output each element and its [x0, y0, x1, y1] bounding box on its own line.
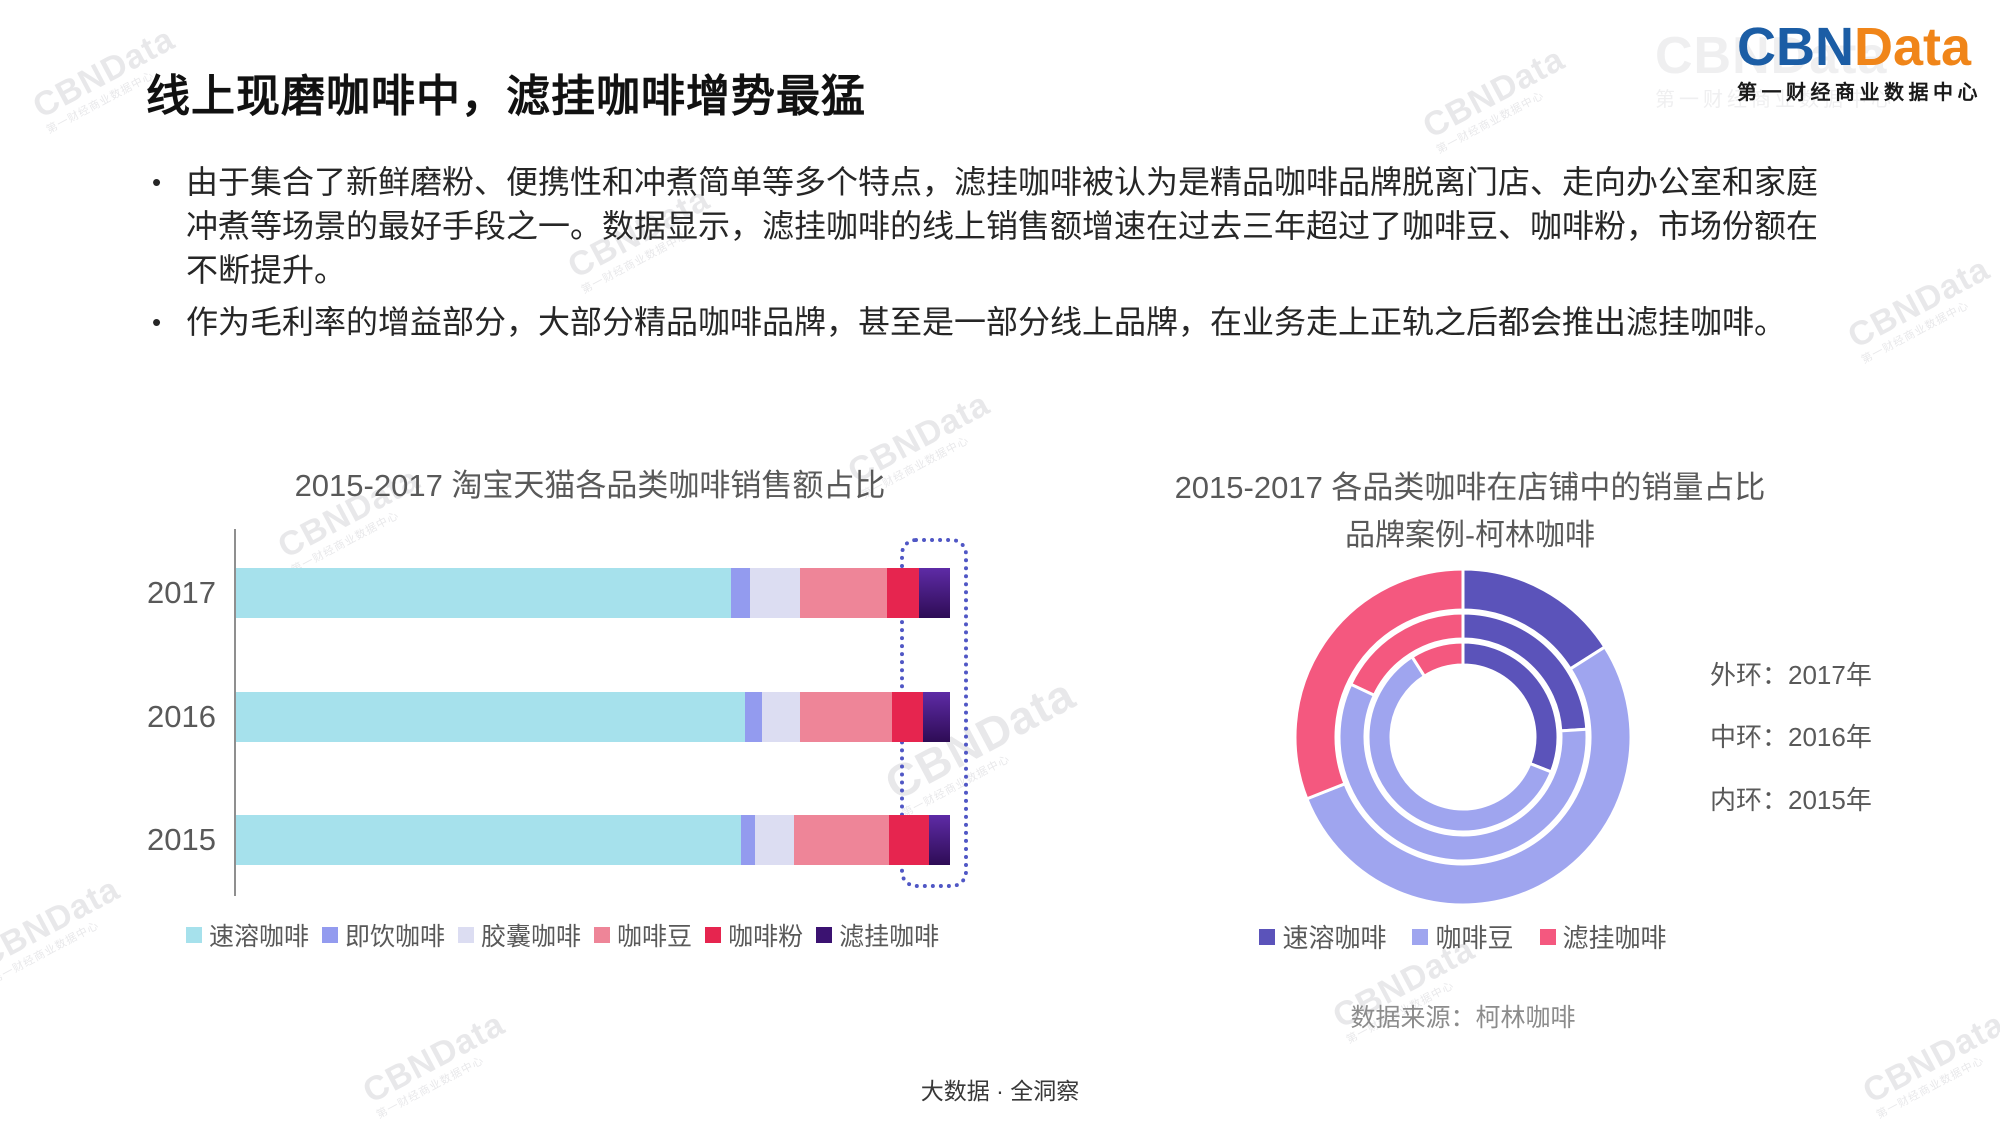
legend-label: 胶囊咖啡 — [481, 923, 582, 951]
data-source-note: 数据来源：柯林咖啡 — [1350, 1004, 1576, 1032]
legend-swatch — [1259, 928, 1276, 945]
legend-item-咖啡豆: 咖啡豆 — [594, 917, 692, 953]
bar-segment-滤挂咖啡 — [928, 815, 950, 865]
bar-segment-咖啡豆 — [800, 692, 893, 742]
bullet-marker: • — [152, 307, 162, 337]
legend-item-速溶咖啡: 速溶咖啡 — [186, 917, 309, 953]
donut-chart — [1293, 567, 1633, 907]
legend-label: 咖啡豆 — [1435, 923, 1514, 953]
bar-segment-滤挂咖啡 — [922, 692, 950, 742]
bar-chart-plot: 2017 2016 2015 — [147, 529, 968, 896]
legend-swatch — [458, 927, 475, 943]
legend-swatch — [1539, 928, 1556, 945]
bullet-text: 作为毛利率的增益部分，大部分精品咖啡品牌，甚至是一部分线上品牌，在业务走上正轨之… — [186, 304, 1787, 340]
page-title: 线上现磨咖啡中，滤挂咖啡增势最猛 — [146, 72, 866, 121]
legend-item-滤挂咖啡: 滤挂咖啡 — [1539, 918, 1667, 955]
bullet-text: 由于集合了新鲜磨粉、便携性和冲煮简单等多个特点，滤挂咖啡被认为是精品咖啡品牌脱离… — [186, 164, 1819, 288]
legend-label: 即饮咖啡 — [345, 923, 446, 951]
stacked-bar-2015 — [236, 815, 950, 865]
ring-label-outer: 外环：2017年 — [1710, 660, 1872, 690]
legend-swatch — [186, 927, 202, 943]
donut-segment-2015-滤挂咖啡 — [1410, 640, 1465, 679]
legend-swatch — [1412, 928, 1429, 945]
ring-label-middle: 中环：2016年 — [1710, 722, 1872, 752]
bar-segment-滤挂咖啡 — [919, 568, 950, 618]
legend-item-速溶咖啡: 速溶咖啡 — [1259, 918, 1386, 955]
bar-row-2016: 2016 — [147, 692, 950, 742]
bar-year-label: 2017 — [147, 575, 216, 610]
stacked-bar-2016 — [236, 692, 950, 742]
bar-segment-咖啡粉 — [887, 568, 920, 618]
donut-segment-2016-咖啡豆 — [1337, 682, 1589, 863]
legend-swatch — [594, 927, 611, 943]
stacked-bar-2017 — [236, 568, 950, 618]
bullet-marker: • — [152, 167, 162, 197]
bar-segment-胶囊咖啡 — [755, 815, 795, 865]
bar-chart-legend: 速溶咖啡 即饮咖啡 胶囊咖啡 咖啡豆 咖啡粉 滤挂咖啡 — [186, 917, 976, 953]
bar-segment-胶囊咖啡 — [750, 568, 801, 618]
legend-item-咖啡豆: 咖啡豆 — [1412, 918, 1514, 955]
footer-slogan: 大数据 · 全洞察 — [920, 1078, 1080, 1104]
bar-segment-速溶咖啡 — [236, 692, 746, 742]
legend-label: 咖啡粉 — [728, 923, 804, 951]
bar-segment-速溶咖啡 — [236, 815, 741, 865]
bar-row-2017: 2017 — [147, 568, 950, 618]
donut-chart-legend: 速溶咖啡 咖啡豆 滤挂咖啡 — [1243, 918, 1683, 955]
donut-svg — [1293, 567, 1633, 907]
legend-label: 速溶咖啡 — [209, 923, 310, 951]
legend-label: 滤挂咖啡 — [839, 923, 940, 951]
logo-subtitle: 第一财经商业数据中心 — [1737, 82, 1982, 104]
bar-segment-胶囊咖啡 — [762, 692, 801, 742]
logo-data: Data — [1854, 17, 1972, 77]
bullet-item: • 作为毛利率的增益部分，大部分精品咖啡品牌，甚至是一部分线上品牌，在业务走上正轨… — [146, 300, 1846, 344]
legend-item-胶囊咖啡: 胶囊咖啡 — [458, 917, 581, 953]
legend-swatch — [816, 927, 833, 943]
donut-chart-subtitle: 品牌案例-柯林咖啡 — [1345, 519, 1595, 552]
legend-item-即饮咖啡: 即饮咖啡 — [322, 917, 445, 953]
watermark: CBNData 第一财经商业数据中心 — [1416, 39, 1571, 157]
bar-row-2015: 2015 — [147, 815, 950, 865]
cbndata-logo-text: CBNData — [1737, 20, 1982, 74]
bar-segment-咖啡粉 — [892, 692, 923, 742]
bar-segment-速溶咖啡 — [236, 568, 731, 618]
bar-chart-title: 2015-2017 淘宝天猫各品类咖啡销售额占比 — [294, 468, 886, 503]
legend-label: 咖啡豆 — [617, 923, 693, 951]
cbndata-logo: CBNData 第一财经商业数据中心 — [1737, 20, 1982, 103]
legend-item-咖啡粉: 咖啡粉 — [705, 917, 803, 953]
bar-segment-咖啡豆 — [800, 568, 888, 618]
donut-segment-2016-滤挂咖啡 — [1348, 611, 1465, 698]
ring-label-inner: 内环：2015年 — [1710, 785, 1872, 815]
bullet-item: • 由于集合了新鲜磨粉、便携性和冲煮简单等多个特点，滤挂咖啡被认为是精品咖啡品牌脱… — [146, 160, 1846, 292]
bar-segment-即饮咖啡 — [730, 568, 751, 618]
bar-segment-即饮咖啡 — [745, 692, 763, 742]
bullet-list: • 由于集合了新鲜磨粉、便携性和冲煮简单等多个特点，滤挂咖啡被认为是精品咖啡品牌脱… — [146, 160, 1846, 352]
bar-year-label: 2015 — [147, 822, 216, 857]
donut-segment-2015-咖啡豆 — [1366, 654, 1554, 834]
bar-segment-咖啡粉 — [889, 815, 929, 865]
donut-chart-title: 2015-2017 各品类咖啡在店铺中的销量占比 — [1174, 470, 1766, 505]
watermark: CBNData 第一财经商业数据中心 — [0, 869, 126, 987]
legend-label: 速溶咖啡 — [1282, 923, 1387, 953]
legend-label: 滤挂咖啡 — [1562, 923, 1667, 953]
logo-cbn: CBN — [1737, 17, 1854, 77]
legend-swatch — [705, 927, 722, 943]
legend-swatch — [322, 927, 339, 943]
legend-item-滤挂咖啡: 滤挂咖啡 — [816, 917, 939, 953]
donut-segment-2017-咖啡豆 — [1304, 644, 1633, 907]
bar-segment-即饮咖啡 — [740, 815, 756, 865]
bar-segment-咖啡豆 — [794, 815, 890, 865]
bar-year-label: 2016 — [147, 699, 216, 734]
donut-segment-2017-滤挂咖啡 — [1293, 567, 1465, 801]
watermark: CBNData 第一财经商业数据中心 — [1841, 249, 1996, 367]
